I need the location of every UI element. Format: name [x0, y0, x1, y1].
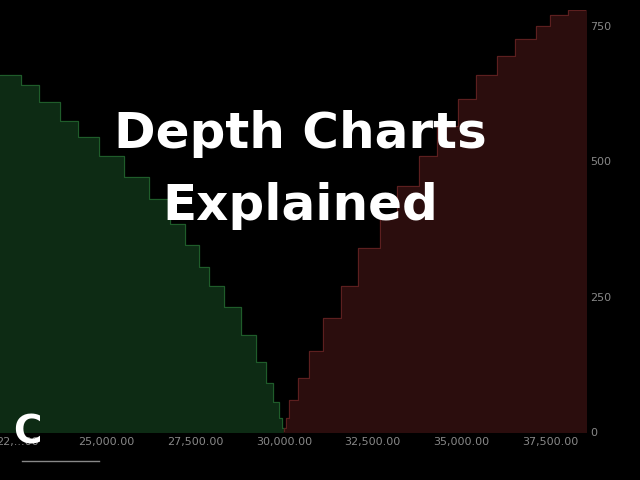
- Text: Depth Charts: Depth Charts: [115, 110, 487, 158]
- Text: C: C: [13, 413, 42, 451]
- Text: Explained: Explained: [163, 182, 439, 230]
